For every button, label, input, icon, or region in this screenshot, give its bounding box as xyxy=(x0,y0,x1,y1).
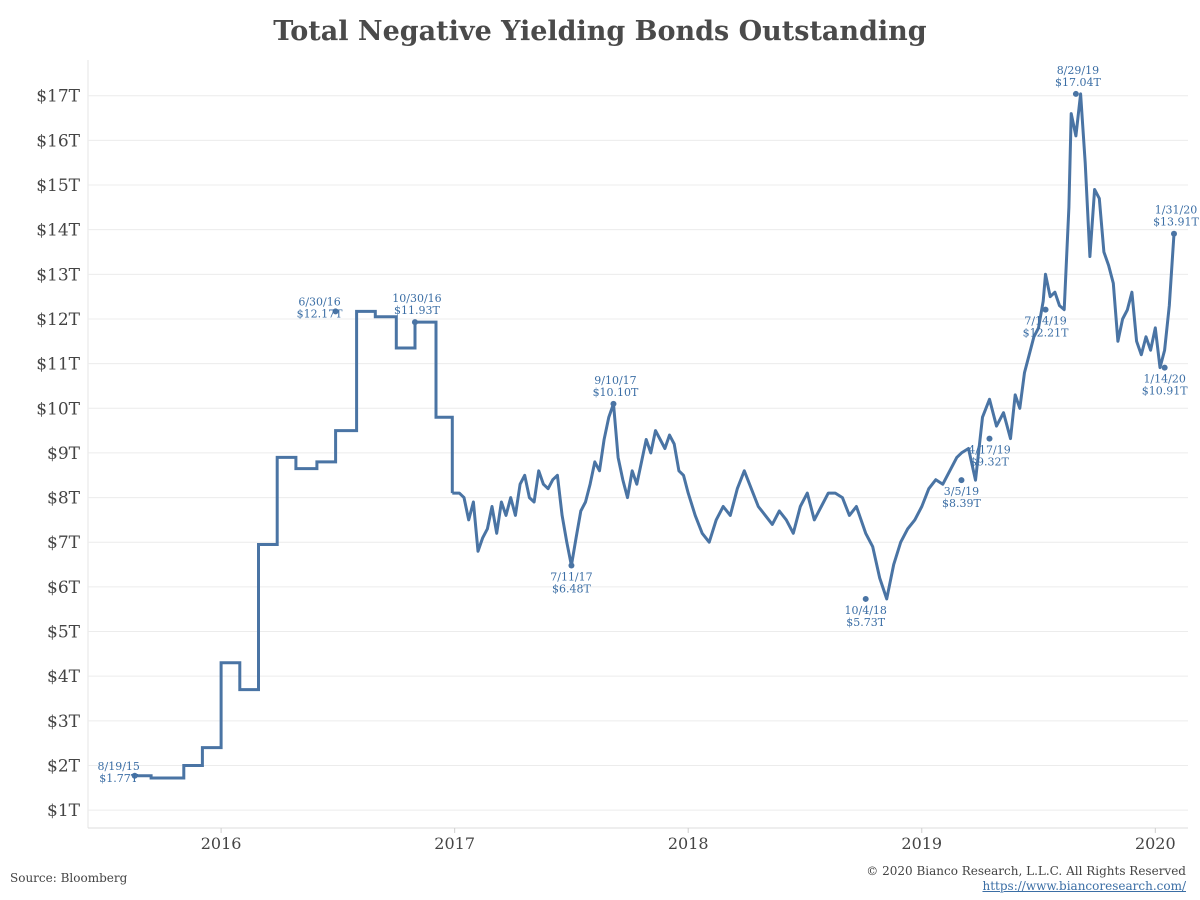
annotation-dot xyxy=(1161,364,1168,371)
x-tick-label: 2018 xyxy=(668,834,709,853)
y-tick-label: $14T xyxy=(36,221,80,241)
annotation-value: $11.93T xyxy=(394,304,440,317)
annotation-dot xyxy=(958,477,965,484)
y-tick-label: $8T xyxy=(47,489,81,509)
annotation-value: $8.39T xyxy=(942,497,981,510)
y-tick-label: $12T xyxy=(36,310,80,330)
y-tick-label: $10T xyxy=(36,399,80,419)
series-lines xyxy=(134,92,1176,780)
gridlines xyxy=(87,60,1188,829)
annotations: 8/19/15$1.77T 6/30/16$12.17T 10/30/16$11.9… xyxy=(98,64,1200,785)
annotation-date: 1/14/20 xyxy=(1143,373,1185,386)
copyright-note: © 2020 Bianco Research, L.L.C. All Right… xyxy=(866,864,1186,878)
annotation-dot xyxy=(332,308,339,315)
annotation-value: $17.04T xyxy=(1055,76,1101,89)
annotation-value: $10.10T xyxy=(593,386,639,399)
annotation-dot xyxy=(131,772,138,779)
y-tick-label: $5T xyxy=(47,623,81,643)
annotation-value: $9.32T xyxy=(970,456,1009,469)
annotation-date: 8/19/15 xyxy=(98,760,140,773)
x-axis: 2016 2017 2018 2019 2020 xyxy=(201,828,1176,853)
annotation-dot xyxy=(411,319,418,326)
y-tick-label: $13T xyxy=(36,265,80,285)
annotation-date: 4/17/19 xyxy=(968,444,1010,457)
chart-title: Total Negative Yielding Bonds Outstandin… xyxy=(273,16,927,47)
y-tick-label: $9T xyxy=(47,444,81,464)
annotation-date: 3/5/19 xyxy=(944,485,979,498)
annotation-date: 7/14/19 xyxy=(1024,315,1066,328)
annotation-value: $13.91T xyxy=(1153,216,1199,229)
annotation-value: $1.77T xyxy=(99,772,138,785)
y-tick-label: $17T xyxy=(36,87,80,107)
annotation-dot xyxy=(1042,306,1049,313)
y-tick-label: $1T xyxy=(47,801,81,821)
annotation-date: 6/30/16 xyxy=(298,295,340,308)
annotation-dot xyxy=(986,435,993,442)
annotation-date: 10/30/16 xyxy=(392,292,441,305)
annotation-dot xyxy=(862,595,869,602)
annotation-value: $12.17T xyxy=(297,307,343,320)
annotation-date: 10/4/18 xyxy=(845,604,887,617)
annotation-dot xyxy=(610,400,617,407)
x-tick-label: 2019 xyxy=(901,834,942,853)
y-axis: $1T $2T $3T $4T $5T $6T $7T $8T $9T $10T $11T $12T $… xyxy=(36,87,80,821)
annotation-date: 9/10/17 xyxy=(594,374,636,387)
annotation-dot xyxy=(1170,230,1177,237)
annotation-date: 1/31/20 xyxy=(1155,204,1197,217)
source-note: Source: Bloomberg xyxy=(10,871,128,885)
y-tick-label: $2T xyxy=(47,756,81,776)
y-tick-label: $3T xyxy=(47,712,81,732)
step-series-line xyxy=(134,309,454,780)
x-tick-label: 2016 xyxy=(201,834,242,853)
y-tick-label: $16T xyxy=(36,131,80,151)
annotation-date: 8/29/19 xyxy=(1057,64,1099,77)
daily-series-line xyxy=(452,92,1176,601)
annotation-value: $10.91T xyxy=(1142,385,1188,398)
annotation-value: $12.21T xyxy=(1023,327,1069,340)
annotation-dot xyxy=(1072,90,1079,97)
x-tick-label: 2020 xyxy=(1135,834,1176,853)
y-tick-label: $7T xyxy=(47,533,81,553)
x-tick-label: 2017 xyxy=(434,834,475,853)
annotation-value: $5.73T xyxy=(846,616,885,629)
y-tick-label: $11T xyxy=(36,355,80,375)
y-tick-label: $6T xyxy=(47,578,81,598)
annotation-value: $6.48T xyxy=(552,582,591,595)
annotation-date: 7/11/17 xyxy=(550,570,592,583)
y-tick-label: $4T xyxy=(47,667,81,687)
annotation-dot xyxy=(568,562,575,569)
website-link[interactable]: https://www.biancoresearch.com/ xyxy=(982,879,1186,893)
y-tick-label: $15T xyxy=(36,176,80,196)
